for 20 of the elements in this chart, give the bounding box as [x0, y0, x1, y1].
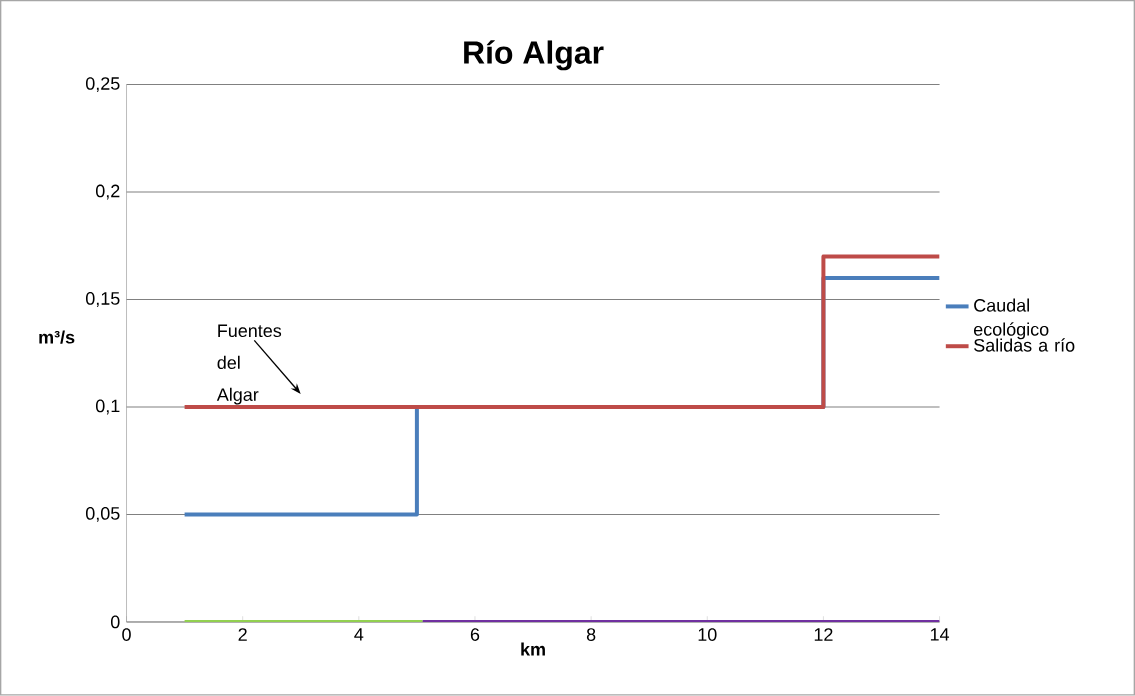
- y-tick-label: 0,1: [95, 399, 120, 415]
- x-tick-label: 12: [814, 628, 833, 641]
- annotation: Fuentes del Algar: [216, 324, 282, 405]
- x-tick-label: 0: [122, 628, 131, 642]
- x-tick-label: 4: [354, 628, 364, 641]
- y-tick-label: 0,15: [85, 292, 120, 308]
- y-tick-label: 0,25: [85, 77, 120, 93]
- chart-title: Río Algar: [464, 40, 604, 71]
- y-tick-label: 0,2: [95, 184, 120, 200]
- y-tick-label: 0,05: [85, 507, 120, 523]
- x-tick-label: 8: [586, 628, 596, 642]
- x-tick-label: 10: [698, 628, 717, 642]
- x-tick-label: 14: [930, 628, 950, 641]
- x-tick-label: 6: [470, 628, 480, 642]
- y-tick-label: 0: [110, 615, 120, 629]
- y-axis-title: m³/s: [39, 330, 75, 345]
- x-axis-title: km: [521, 642, 545, 656]
- legend-label: Caudal ecológico: [973, 298, 1049, 340]
- legend-label: Salidas a río: [974, 338, 1075, 352]
- x-tick-label: 2: [238, 628, 247, 641]
